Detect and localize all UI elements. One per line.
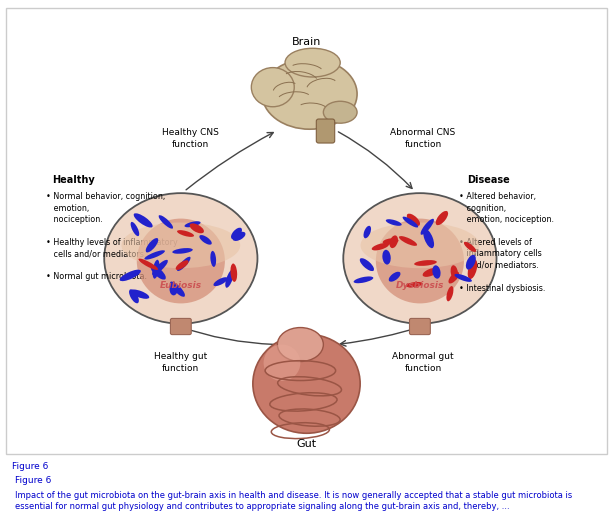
Ellipse shape: [159, 215, 173, 229]
FancyBboxPatch shape: [170, 318, 191, 335]
Text: Healthy CNS
function: Healthy CNS function: [162, 128, 218, 149]
Ellipse shape: [383, 250, 390, 265]
Ellipse shape: [189, 223, 204, 233]
Ellipse shape: [170, 282, 178, 295]
Ellipse shape: [360, 222, 479, 268]
Ellipse shape: [399, 236, 417, 246]
Ellipse shape: [199, 235, 211, 245]
Text: Healthy gut
function: Healthy gut function: [154, 352, 207, 373]
Text: Abnormal CNS
function: Abnormal CNS function: [390, 128, 455, 149]
Ellipse shape: [129, 289, 139, 303]
FancyBboxPatch shape: [6, 8, 607, 454]
Ellipse shape: [210, 251, 216, 267]
FancyBboxPatch shape: [316, 119, 335, 143]
Ellipse shape: [151, 266, 166, 280]
Ellipse shape: [354, 277, 373, 283]
Text: essential for normal gut physiology and contributes to appropriate signaling alo: essential for normal gut physiology and …: [15, 502, 510, 511]
Ellipse shape: [232, 232, 245, 241]
Ellipse shape: [121, 222, 240, 268]
Text: Gut: Gut: [297, 438, 316, 449]
Text: Impact of the gut microbiota on the gut-brain axis in health and disease. It is : Impact of the gut microbiota on the gut-…: [15, 491, 573, 500]
Ellipse shape: [407, 213, 420, 226]
Ellipse shape: [466, 255, 476, 270]
Ellipse shape: [464, 242, 476, 252]
Ellipse shape: [285, 49, 340, 77]
Ellipse shape: [386, 219, 402, 226]
Ellipse shape: [421, 219, 434, 235]
Ellipse shape: [172, 248, 192, 254]
Ellipse shape: [468, 259, 478, 279]
Text: Figure 6: Figure 6: [12, 462, 48, 471]
Ellipse shape: [134, 213, 153, 228]
Ellipse shape: [383, 238, 398, 245]
Ellipse shape: [231, 228, 242, 239]
Ellipse shape: [451, 265, 458, 280]
Ellipse shape: [389, 235, 398, 248]
Ellipse shape: [414, 260, 437, 266]
Text: Figure 6: Figure 6: [15, 476, 51, 485]
Text: Brain: Brain: [292, 37, 321, 47]
Text: Eubiosis: Eubiosis: [160, 281, 202, 290]
Circle shape: [104, 193, 257, 324]
Text: Abnormal gut
function: Abnormal gut function: [392, 352, 454, 373]
Ellipse shape: [423, 229, 434, 248]
Ellipse shape: [446, 286, 454, 301]
Ellipse shape: [454, 274, 472, 282]
Ellipse shape: [251, 68, 294, 107]
Ellipse shape: [137, 219, 225, 303]
Ellipse shape: [120, 270, 141, 281]
Ellipse shape: [403, 217, 418, 228]
Ellipse shape: [152, 260, 168, 275]
Ellipse shape: [264, 345, 300, 381]
Ellipse shape: [139, 258, 158, 270]
Ellipse shape: [177, 257, 191, 271]
Circle shape: [343, 193, 497, 324]
Text: • Altered behavior,
   cognition,
   emotion, nociception.

• Altered levels of
: • Altered behavior, cognition, emotion, …: [459, 192, 554, 293]
Ellipse shape: [145, 250, 165, 259]
Text: • Normal behavior, cognition,
   emotion,
   nociception.

• Healthy levels of i: • Normal behavior, cognition, emotion, n…: [46, 192, 178, 281]
Ellipse shape: [432, 265, 441, 279]
Ellipse shape: [422, 268, 438, 277]
Ellipse shape: [371, 243, 389, 251]
Text: Healthy: Healthy: [52, 175, 95, 185]
Ellipse shape: [389, 272, 400, 282]
Ellipse shape: [177, 230, 194, 237]
Ellipse shape: [213, 277, 228, 286]
Ellipse shape: [436, 211, 448, 225]
Ellipse shape: [253, 334, 360, 433]
Ellipse shape: [131, 222, 139, 236]
Ellipse shape: [225, 269, 234, 288]
Ellipse shape: [277, 328, 324, 361]
Ellipse shape: [376, 219, 464, 303]
Ellipse shape: [176, 260, 189, 270]
Ellipse shape: [262, 59, 357, 129]
Ellipse shape: [170, 281, 185, 297]
Ellipse shape: [449, 272, 459, 283]
Ellipse shape: [146, 238, 158, 253]
Ellipse shape: [153, 260, 159, 279]
Ellipse shape: [364, 226, 371, 238]
Ellipse shape: [406, 282, 423, 287]
Ellipse shape: [185, 221, 200, 227]
Text: Disease: Disease: [467, 175, 510, 185]
Ellipse shape: [360, 258, 374, 271]
Ellipse shape: [130, 290, 149, 299]
Ellipse shape: [230, 264, 237, 282]
Ellipse shape: [324, 101, 357, 123]
Text: Dysbiosis: Dysbiosis: [396, 281, 444, 290]
FancyBboxPatch shape: [409, 318, 430, 335]
